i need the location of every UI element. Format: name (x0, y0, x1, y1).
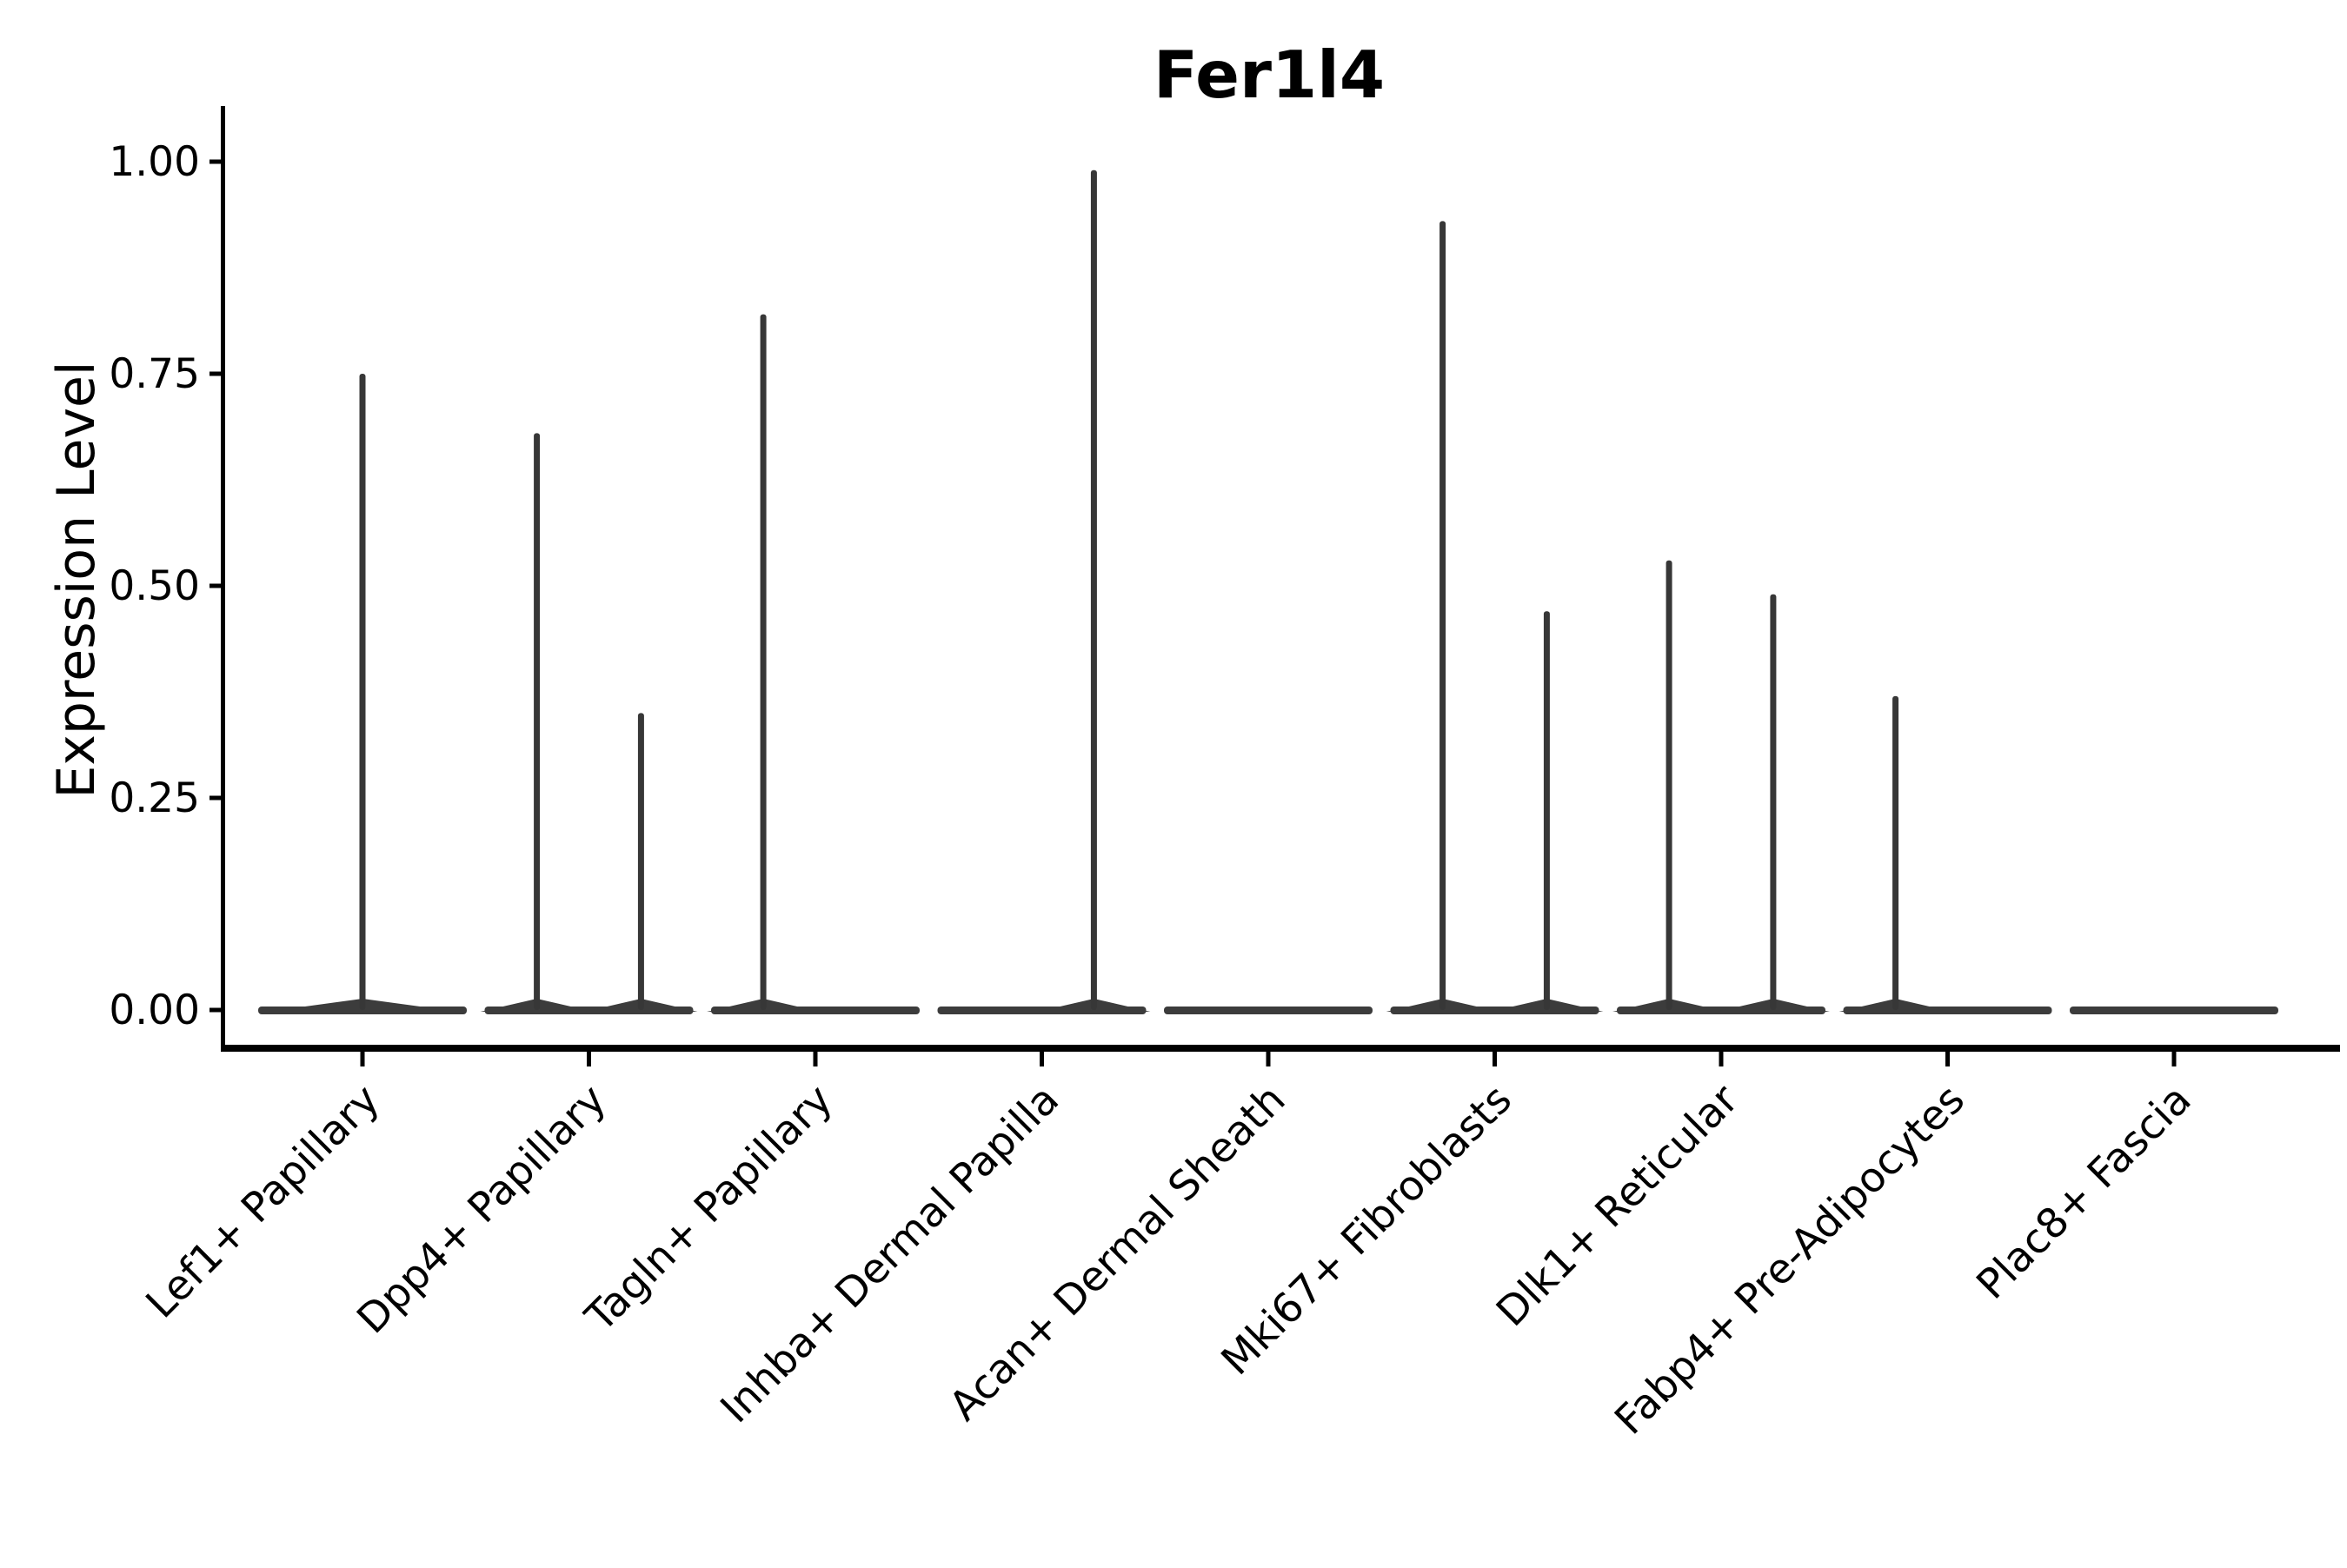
violin-spike (359, 374, 366, 1010)
x-tick (1945, 1052, 1950, 1066)
x-tick (360, 1052, 365, 1066)
y-tick (209, 583, 221, 588)
chart-title: Fer1l4 (1154, 37, 1385, 113)
x-tick (2171, 1052, 2177, 1066)
y-tick-label: 0.50 (109, 562, 200, 610)
y-tick-label: 0.25 (109, 774, 200, 822)
x-tick-label: Lef1+ Papillary (137, 1076, 389, 1328)
violin-spike (1090, 169, 1097, 1010)
x-tick-label: Tagln+ Papillary (576, 1076, 842, 1342)
x-tick (1266, 1052, 1271, 1066)
x-tick-label: Plac8+ Fascia (1968, 1076, 2201, 1309)
violin-spike (1770, 594, 1777, 1010)
axes-layer (209, 106, 2340, 1066)
x-tick-label: Dlk1+ Reticular (1487, 1075, 1748, 1336)
y-tick-label: 0.75 (109, 350, 200, 398)
violin-spike (1439, 221, 1446, 1010)
y-tick (209, 159, 221, 164)
violin-body (1164, 1007, 1373, 1014)
labels-layer: 0.00 0.25 0.50 0.75 1.00 Lef1+ PapillaryDpp4+… (109, 138, 2200, 1444)
x-tick (1493, 1052, 1497, 1066)
y-tick (209, 795, 221, 801)
violin-spike (1892, 695, 1899, 1010)
y-tick (209, 1007, 221, 1013)
y-axis-spine (221, 106, 225, 1052)
violin-spike (534, 433, 541, 1010)
violin-spike (1543, 611, 1550, 1010)
violin-spike (637, 713, 644, 1010)
x-tick (587, 1052, 591, 1066)
violin-body (2070, 1007, 2278, 1014)
y-tick (209, 371, 221, 376)
x-tick (1040, 1052, 1044, 1066)
x-tick (1719, 1052, 1724, 1066)
x-axis-spine (221, 1045, 2340, 1052)
y-tick-label: 0.00 (109, 987, 200, 1034)
y-axis-label: Expression Level (46, 361, 107, 798)
violin-spike (760, 314, 767, 1010)
y-tick-label: 1.00 (109, 138, 200, 186)
violin-spike (1666, 560, 1672, 1010)
violins-layer (258, 169, 2278, 1014)
x-tick (813, 1052, 818, 1066)
x-tick-label: Dpp4+ Papillary (348, 1076, 615, 1344)
